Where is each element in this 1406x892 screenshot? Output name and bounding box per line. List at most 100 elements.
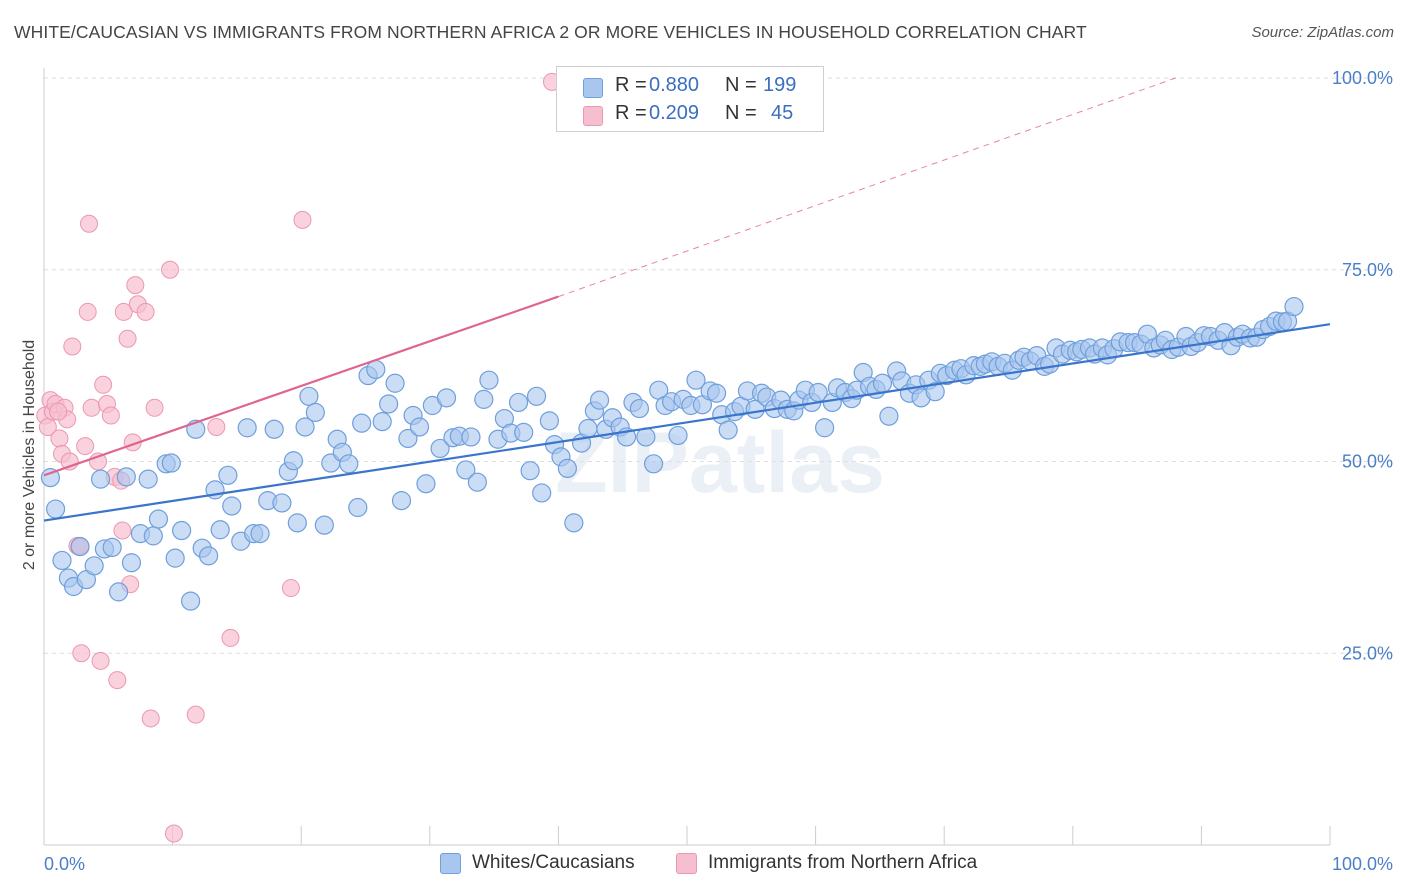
- data-point-whites: [181, 591, 201, 611]
- legend-n-label: N =: [725, 74, 757, 96]
- data-point-whites: [539, 411, 559, 431]
- bottom-legend-swatch-blue: [440, 853, 461, 874]
- stats-legend: R = 0.880 N = 199 R = 0.209 N = 45: [556, 66, 824, 132]
- data-point-immigrants: [82, 398, 101, 417]
- bottom-legend-immigrants: Immigrants from Northern Africa: [676, 852, 1016, 876]
- data-point-whites: [398, 428, 418, 449]
- data-point-whites: [116, 467, 136, 487]
- data-point-whites: [520, 461, 540, 481]
- tick-labels: 25.0% 50.0% 75.0% 100.0% 0.0% 100.0%: [44, 68, 1393, 874]
- legend-swatch-pink: [583, 106, 603, 126]
- x-tick-label: 0.0%: [44, 854, 85, 874]
- y-tick-label: 75.0%: [1342, 260, 1393, 280]
- data-point-whites: [210, 520, 230, 540]
- data-point-immigrants: [293, 210, 312, 229]
- data-point-whites: [299, 386, 319, 406]
- data-point-immigrants: [164, 824, 183, 843]
- data-point-whites: [161, 453, 181, 473]
- data-point-whites: [348, 497, 368, 518]
- data-point-whites: [385, 373, 405, 393]
- data-point-whites: [1284, 296, 1304, 317]
- data-point-whites: [218, 465, 238, 485]
- data-point-immigrants: [281, 579, 300, 598]
- data-point-immigrants: [72, 644, 91, 663]
- data-point-immigrants: [161, 260, 180, 279]
- data-point-immigrants: [49, 402, 68, 421]
- data-point-whites: [718, 420, 738, 440]
- data-point-whites: [108, 582, 129, 602]
- data-point-immigrants: [50, 429, 69, 448]
- data-point-immigrants: [118, 329, 137, 348]
- data-point-whites: [564, 513, 584, 533]
- legend-r-value: 0.209: [649, 102, 700, 124]
- series-whites-points: [40, 296, 1304, 611]
- legend-r-label: R =: [615, 74, 647, 96]
- data-point-whites: [372, 412, 392, 432]
- data-point-whites: [643, 454, 664, 474]
- data-point-whites: [295, 417, 315, 437]
- data-point-whites: [474, 389, 494, 409]
- data-point-whites: [287, 513, 307, 533]
- data-point-immigrants: [136, 302, 155, 321]
- data-point-whites: [629, 398, 650, 419]
- data-point-immigrants: [76, 437, 95, 456]
- bottom-legend-swatch-pink: [676, 853, 697, 874]
- x-tick-label: 100.0%: [1332, 854, 1393, 874]
- data-point-whites: [409, 417, 430, 437]
- data-point-whites: [508, 392, 529, 413]
- data-point-whites: [45, 499, 66, 519]
- data-point-whites: [283, 451, 304, 471]
- legend-n-label: N =: [725, 102, 757, 124]
- data-point-whites: [479, 370, 499, 390]
- data-point-whites: [352, 413, 372, 433]
- data-point-whites: [514, 422, 534, 442]
- data-point-immigrants: [145, 398, 164, 417]
- data-point-whites: [686, 370, 706, 390]
- data-point-immigrants: [141, 709, 160, 728]
- data-point-whites: [589, 390, 610, 410]
- data-point-whites: [526, 386, 547, 406]
- legend-r-value: 0.880: [649, 74, 700, 96]
- data-point-whites: [456, 460, 476, 480]
- data-point-whites: [379, 394, 399, 414]
- data-point-whites: [264, 419, 284, 439]
- data-point-whites: [52, 550, 72, 571]
- data-point-immigrants: [80, 214, 99, 233]
- data-point-whites: [84, 556, 104, 576]
- data-point-immigrants: [108, 671, 127, 690]
- data-point-whites: [578, 418, 598, 439]
- trend-line-whites: [43, 323, 1331, 522]
- data-point-immigrants: [113, 521, 132, 540]
- legend-r-label: R =: [615, 102, 647, 124]
- data-point-whites: [70, 537, 90, 557]
- data-point-immigrants: [63, 337, 82, 356]
- data-point-immigrants: [94, 375, 113, 394]
- legend-swatch-blue: [583, 78, 603, 98]
- data-point-whites: [90, 469, 111, 489]
- y-tick-label: 25.0%: [1342, 643, 1393, 663]
- data-point-whites: [879, 406, 899, 426]
- data-point-immigrants: [186, 705, 205, 724]
- data-point-immigrants: [221, 628, 240, 647]
- legend-n-value: 199: [763, 74, 797, 96]
- data-point-whites: [391, 491, 412, 511]
- bottom-legend-label-immigrants: Immigrants from Northern Africa: [708, 852, 978, 873]
- data-point-whites: [199, 546, 219, 566]
- data-point-whites: [706, 383, 727, 403]
- bottom-legend-whites: Whites/Caucasians: [440, 852, 670, 876]
- trend-line-immigrants: [43, 295, 559, 477]
- data-point-immigrants: [78, 302, 97, 321]
- data-point-whites: [872, 373, 893, 393]
- data-point-immigrants: [114, 302, 133, 321]
- data-point-whites: [165, 548, 185, 568]
- data-point-whites: [121, 553, 142, 573]
- data-point-whites: [467, 472, 487, 492]
- data-point-whites: [138, 469, 158, 489]
- data-point-whites: [305, 402, 325, 423]
- chart-title: WHITE/CAUCASIAN VS IMMIGRANTS FROM NORTH…: [14, 22, 1087, 42]
- data-point-whites: [172, 520, 192, 541]
- data-point-whites: [339, 454, 359, 474]
- source-credit: Source: ZipAtlas.com: [1251, 24, 1394, 41]
- data-point-whites: [461, 427, 481, 447]
